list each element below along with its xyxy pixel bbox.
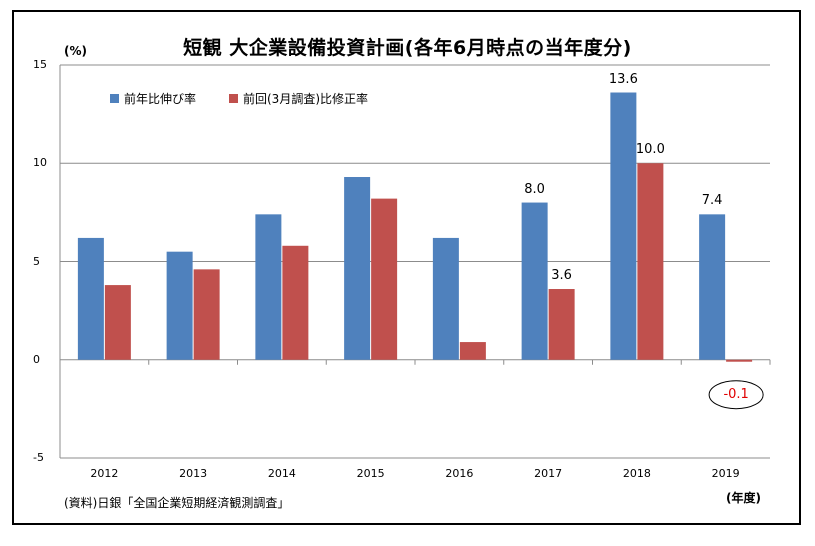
legend-swatch-series-1 (229, 94, 238, 103)
bar-2016-series-1 (459, 342, 486, 360)
bar-2013-series-0 (166, 251, 193, 360)
y-tick-label: 5 (33, 254, 40, 268)
chart-frame (12, 10, 801, 525)
legend-label-series-0: 前年比伸び率 (124, 92, 197, 106)
source-note: (資料)日銀「全国企業短期経済観測調査」 (64, 496, 290, 510)
y-tick-label: -5 (33, 451, 44, 464)
x-tick-label: 2019 (711, 467, 740, 480)
bar-2014-series-0 (255, 214, 282, 360)
data-label-2017-series-1: 3.6 (551, 268, 572, 283)
bar-2012-series-1 (104, 285, 131, 360)
bar-2019-series-0 (699, 214, 726, 360)
data-label-2018-series-1: 10.0 (635, 142, 665, 158)
legend-label-series-1: 前回(3月調査)比修正率 (243, 92, 368, 106)
bar-2018-series-0 (610, 92, 637, 360)
data-label-2019-series-0: 7.4 (701, 193, 723, 209)
bar-2013-series-1 (193, 269, 220, 360)
data-label-2018-series-0: 13.6 (608, 71, 638, 87)
data-label-2017-series-0: 8.0 (524, 181, 545, 197)
x-tick-label: 2018 (622, 467, 651, 480)
bar-2019-series-1 (726, 359, 753, 362)
legend-item-series-0: 前年比伸び率 (110, 90, 196, 107)
bar-2017-series-1 (548, 289, 575, 360)
y-tick-label: 15 (33, 58, 47, 71)
bar-2015-series-0 (344, 177, 371, 360)
y-axis-unit: (%) (64, 44, 87, 58)
x-tick-label: 2015 (356, 467, 385, 480)
bar-2018-series-1 (637, 163, 664, 360)
bar-2017-series-0 (521, 202, 548, 360)
x-axis-unit: (年度) (726, 491, 761, 505)
legend-item-series-1: 前回(3月調査)比修正率 (229, 90, 368, 107)
x-tick-label: 2013 (179, 467, 208, 480)
y-tick-label: 10 (33, 156, 47, 170)
highlight-circle (708, 380, 764, 410)
bar-2014-series-1 (282, 245, 309, 360)
x-tick-label: 2016 (445, 467, 474, 480)
bar-2015-series-1 (371, 198, 398, 360)
bar-2016-series-0 (432, 237, 459, 360)
x-tick-label: 2017 (534, 467, 563, 480)
legend-swatch-series-0 (110, 94, 119, 103)
x-tick-label: 2014 (267, 467, 296, 480)
y-tick-label: 0 (33, 352, 40, 366)
x-tick-label: 2012 (90, 467, 119, 480)
chart-title: 短観 大企業設備投資計画(各年6月時点の当年度分) (183, 37, 632, 59)
data-label-2019-series-1: -0.1 (723, 386, 749, 402)
bar-2012-series-0 (77, 237, 104, 360)
